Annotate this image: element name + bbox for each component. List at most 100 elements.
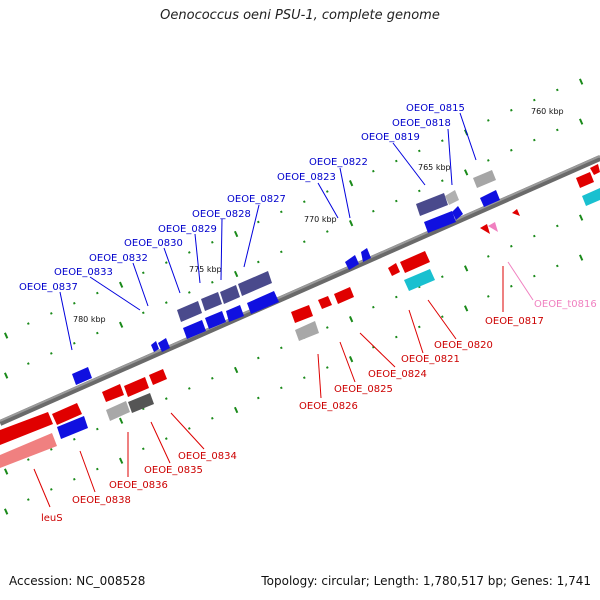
gene-feature[interactable] xyxy=(291,305,313,323)
tick-mark xyxy=(441,179,444,183)
gene-feature[interactable] xyxy=(488,222,498,232)
gene-feature[interactable] xyxy=(480,224,490,234)
label-leader-lines-bottom xyxy=(33,261,534,508)
tick-mark xyxy=(510,148,513,152)
gene-feature[interactable] xyxy=(102,384,124,402)
gene-label[interactable]: OEOE_0825 xyxy=(334,384,393,395)
gene-label[interactable]: OEOE_0824 xyxy=(368,369,427,380)
tick-mark xyxy=(96,291,99,295)
gene-label[interactable]: OEOE_0827 xyxy=(227,194,286,205)
tick-mark xyxy=(210,376,214,380)
gene-label[interactable]: OEOE_0815 xyxy=(406,103,465,114)
gene-label[interactable]: OEOE_0821 xyxy=(401,354,460,365)
tick-mark xyxy=(165,437,168,440)
gene-feature[interactable] xyxy=(388,263,400,276)
gene-label[interactable]: OEOE_0823 xyxy=(277,172,336,183)
gene-feature[interactable] xyxy=(52,403,82,425)
gene-label[interactable]: OEOE_0832 xyxy=(89,253,148,264)
gene-label[interactable]: OEOE_0838 xyxy=(72,495,131,506)
gene-feature[interactable] xyxy=(205,311,226,329)
gene-feature[interactable] xyxy=(201,292,222,311)
tick-mark xyxy=(165,261,168,264)
gene-label[interactable]: OEOE_0819 xyxy=(361,132,420,143)
tick-mark xyxy=(188,387,191,390)
gene-feature[interactable] xyxy=(158,338,170,352)
genome-backbone xyxy=(0,155,600,426)
tick-mark xyxy=(188,251,191,254)
accession-text: Accession: NC_008528 xyxy=(9,574,146,588)
gene-feature[interactable] xyxy=(473,170,496,188)
gene-label[interactable]: OEOE_0822 xyxy=(309,157,368,168)
tick-mark xyxy=(349,316,354,323)
gene-feature[interactable] xyxy=(480,190,500,207)
gene-feature[interactable] xyxy=(452,206,463,220)
gene-feature[interactable] xyxy=(582,188,600,206)
gene-feature[interactable] xyxy=(124,377,149,397)
gene-feature[interactable] xyxy=(512,209,520,216)
tick-mark xyxy=(118,321,124,328)
gene-feature[interactable] xyxy=(177,301,202,322)
tick-mark xyxy=(257,356,260,360)
gene-label[interactable]: OEOE_0820 xyxy=(434,340,493,351)
gene-feature[interactable] xyxy=(151,341,159,352)
gene-feature[interactable] xyxy=(334,287,354,304)
tick-mark xyxy=(441,315,444,319)
gene-label[interactable]: leuS xyxy=(41,513,63,524)
tick-mark xyxy=(73,341,76,345)
gene-feature[interactable] xyxy=(345,255,359,270)
gene-feature[interactable] xyxy=(400,251,430,273)
gene-feature[interactable] xyxy=(220,285,240,304)
gene-feature[interactable] xyxy=(0,433,57,468)
tick-mark xyxy=(50,352,53,355)
gene-feature[interactable] xyxy=(128,393,154,413)
gene-label[interactable]: OEOE_0829 xyxy=(158,224,217,235)
tick-mark xyxy=(487,159,490,162)
gene-feature[interactable] xyxy=(361,248,371,262)
tick-mark xyxy=(234,406,239,414)
gene-feature[interactable] xyxy=(72,367,92,385)
gene-feature[interactable] xyxy=(424,211,456,233)
gene-label[interactable]: OEOE_0836 xyxy=(109,480,168,491)
tick-mark xyxy=(395,199,398,203)
gene-label[interactable]: OEOE_0834 xyxy=(178,451,237,462)
tick-mark xyxy=(487,119,490,122)
gene-feature[interactable] xyxy=(238,271,272,296)
tick-mark xyxy=(556,88,559,92)
gene-feature[interactable] xyxy=(247,291,279,314)
tick-mark xyxy=(464,305,469,312)
gene-label[interactable]: OEOE_0837 xyxy=(19,282,78,293)
tick-mark xyxy=(579,78,584,85)
gene-feature[interactable] xyxy=(318,296,332,309)
tick-mark xyxy=(50,312,53,315)
tick-mark xyxy=(188,427,191,430)
gene-label[interactable]: OEOE_0818 xyxy=(392,118,451,129)
gene-feature[interactable] xyxy=(149,369,167,385)
gene-feature[interactable] xyxy=(404,269,435,291)
gene-label[interactable]: OEOE_0830 xyxy=(124,238,183,249)
gene-feature[interactable] xyxy=(590,164,600,175)
tick-mark xyxy=(349,220,354,227)
gene-feature[interactable] xyxy=(295,321,319,341)
tick-mark xyxy=(579,214,584,221)
kbp-label: 775 kbp xyxy=(189,265,222,274)
gene-label[interactable]: OEOE_0828 xyxy=(192,209,251,220)
gene-feature[interactable] xyxy=(226,305,244,322)
tick-mark xyxy=(303,200,306,204)
gene-label[interactable]: OEOE_t0816 xyxy=(534,299,597,310)
gene-label[interactable]: OEOE_0826 xyxy=(299,401,358,412)
gene-label[interactable]: OEOE_0835 xyxy=(144,465,203,476)
gene-feature[interactable] xyxy=(576,172,594,188)
gene-feature[interactable] xyxy=(0,412,53,445)
tick-mark xyxy=(119,457,124,464)
tick-mark xyxy=(50,488,53,491)
gene-feature[interactable] xyxy=(416,193,448,216)
gene-feature[interactable] xyxy=(445,190,459,205)
gene-label[interactable]: OEOE_0833 xyxy=(54,267,113,278)
tick-mark xyxy=(72,437,76,441)
gene-label[interactable]: OEOE_0817 xyxy=(485,316,544,327)
gene-feature[interactable] xyxy=(183,320,206,339)
tick-mark xyxy=(349,180,354,187)
tick-mark xyxy=(418,325,421,329)
gene-feature[interactable] xyxy=(57,416,88,439)
gene-feature[interactable] xyxy=(106,401,130,421)
